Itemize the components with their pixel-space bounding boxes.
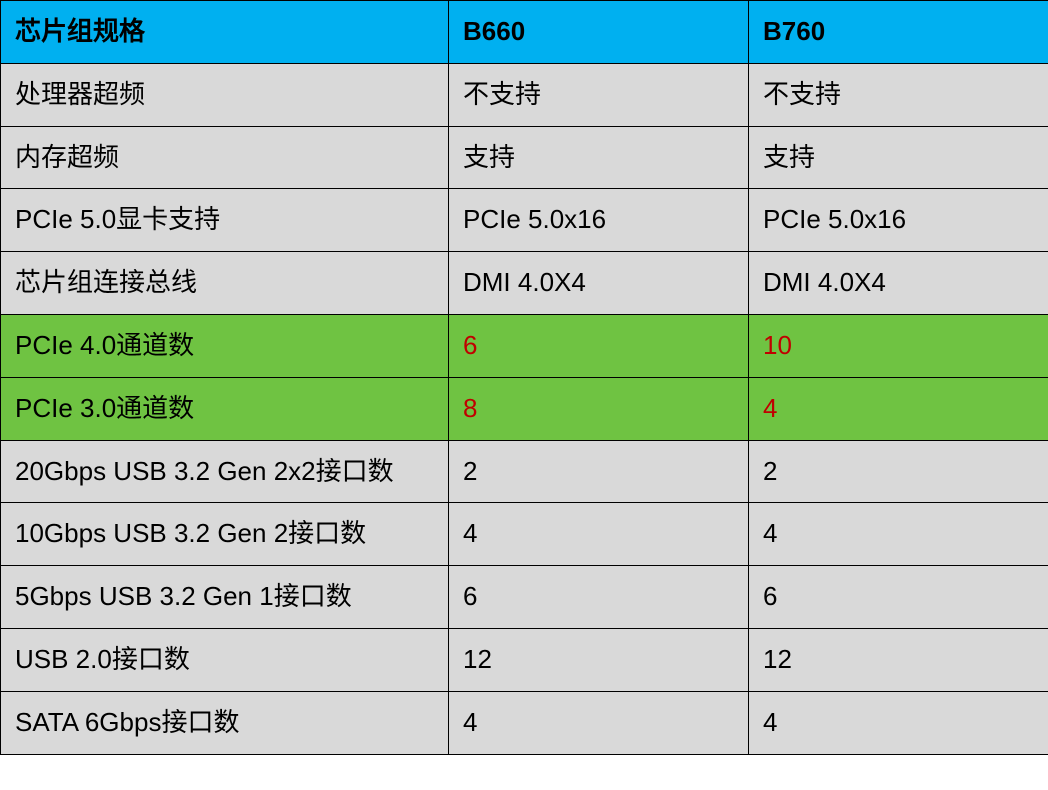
cell-b660: 4 [449,691,749,754]
cell-spec: PCIe 5.0显卡支持 [1,189,449,252]
table-row: 20Gbps USB 3.2 Gen 2x2接口数 2 2 [1,440,1048,503]
table-row-highlight: PCIe 3.0通道数 8 4 [1,377,1048,440]
cell-spec: USB 2.0接口数 [1,628,449,691]
cell-b760: 4 [749,691,1048,754]
cell-b660: 支持 [449,126,749,189]
cell-b760: PCIe 5.0x16 [749,189,1048,252]
cell-b660: DMI 4.0X4 [449,252,749,315]
cell-b660: 8 [449,377,749,440]
header-b660: B660 [449,1,749,64]
cell-b760: 12 [749,628,1048,691]
table-row: 芯片组连接总线 DMI 4.0X4 DMI 4.0X4 [1,252,1048,315]
cell-b760: 支持 [749,126,1048,189]
cell-b660: 6 [449,314,749,377]
cell-b660: 不支持 [449,63,749,126]
table-row: USB 2.0接口数 12 12 [1,628,1048,691]
table-row: 5Gbps USB 3.2 Gen 1接口数 6 6 [1,566,1048,629]
cell-b760: 2 [749,440,1048,503]
cell-spec: 芯片组连接总线 [1,252,449,315]
cell-spec: 20Gbps USB 3.2 Gen 2x2接口数 [1,440,449,503]
cell-b760: 不支持 [749,63,1048,126]
cell-b760: DMI 4.0X4 [749,252,1048,315]
cell-spec: SATA 6Gbps接口数 [1,691,449,754]
table-row: 处理器超频 不支持 不支持 [1,63,1048,126]
table-row-highlight: PCIe 4.0通道数 6 10 [1,314,1048,377]
chipset-spec-table: 芯片组规格 B660 B760 处理器超频 不支持 不支持 内存超频 支持 支持… [0,0,1048,755]
cell-b660: 2 [449,440,749,503]
cell-b660: 4 [449,503,749,566]
table-row: 10Gbps USB 3.2 Gen 2接口数 4 4 [1,503,1048,566]
cell-b760: 6 [749,566,1048,629]
table-row: SATA 6Gbps接口数 4 4 [1,691,1048,754]
table-header-row: 芯片组规格 B660 B760 [1,1,1048,64]
cell-spec: 10Gbps USB 3.2 Gen 2接口数 [1,503,449,566]
cell-b760: 4 [749,377,1048,440]
cell-spec: 内存超频 [1,126,449,189]
table-row: 内存超频 支持 支持 [1,126,1048,189]
header-b760: B760 [749,1,1048,64]
cell-spec: 5Gbps USB 3.2 Gen 1接口数 [1,566,449,629]
cell-b760: 4 [749,503,1048,566]
cell-spec: PCIe 4.0通道数 [1,314,449,377]
cell-b760: 10 [749,314,1048,377]
table-row: PCIe 5.0显卡支持 PCIe 5.0x16 PCIe 5.0x16 [1,189,1048,252]
table-body: 芯片组规格 B660 B760 处理器超频 不支持 不支持 内存超频 支持 支持… [1,1,1048,755]
cell-spec: 处理器超频 [1,63,449,126]
cell-b660: 6 [449,566,749,629]
header-spec: 芯片组规格 [1,1,449,64]
cell-b660: PCIe 5.0x16 [449,189,749,252]
cell-spec: PCIe 3.0通道数 [1,377,449,440]
cell-b660: 12 [449,628,749,691]
